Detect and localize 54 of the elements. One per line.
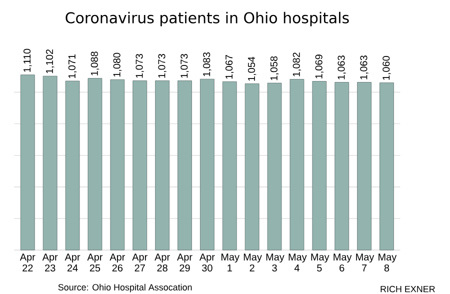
data-label: 1,063 [360, 56, 368, 80]
source-note: Source: Ohio Hospital Assocation [58, 284, 192, 292]
x-tick-label: May 1 [221, 254, 240, 272]
bar [357, 82, 372, 250]
data-label: 1,073 [136, 54, 144, 78]
data-label: 1,110 [24, 48, 32, 72]
x-tick-label: May 4 [288, 254, 307, 272]
x-tick-label: Apr 30 [199, 254, 215, 272]
bar [222, 81, 237, 250]
bar [88, 78, 102, 250]
x-tick-label: Apr 29 [177, 254, 192, 272]
bar [20, 74, 35, 250]
bar [42, 76, 58, 250]
x-tick-label: May 2 [244, 254, 262, 272]
data-label: 1,083 [203, 52, 212, 76]
bar [132, 80, 148, 250]
bar [178, 80, 192, 250]
data-label: 1,067 [226, 54, 234, 79]
x-tick-label: May 8 [378, 254, 397, 272]
x-tick-label: Apr 26 [110, 254, 126, 272]
chart-title: Coronavirus patients in Ohio hospitals [66, 12, 349, 26]
data-label: 1,069 [315, 54, 324, 78]
data-label: 1,054 [248, 56, 256, 81]
x-tick-label: Apr 24 [64, 254, 80, 272]
x-tick-label: May 7 [356, 254, 374, 272]
data-label: 1,088 [90, 52, 100, 76]
bar [155, 80, 170, 250]
data-label: 1,058 [270, 56, 279, 80]
x-tick-label: Apr 22 [20, 254, 36, 272]
x-tick-label: May 3 [266, 254, 284, 272]
data-label: 1,082 [292, 52, 302, 76]
bar [267, 82, 282, 250]
bar [244, 83, 260, 250]
data-label: 1,073 [158, 54, 166, 78]
x-tick-label: May 6 [334, 254, 352, 272]
bar [312, 81, 327, 250]
data-label: 1,102 [46, 49, 54, 74]
x-tick-label: May 5 [311, 254, 330, 272]
data-label: 1,063 [338, 56, 346, 80]
bar [65, 80, 80, 250]
x-tick-label: Apr 25 [87, 254, 103, 272]
text: RICH EXNER [380, 286, 435, 292]
bar [380, 82, 394, 250]
x-tick-label: Apr 23 [42, 254, 58, 272]
data-label: 1,073 [180, 54, 189, 78]
data-label: 1,071 [68, 54, 77, 78]
data-label: 1,060 [382, 56, 391, 80]
bar [110, 79, 125, 250]
x-tick-label: Apr 28 [154, 254, 170, 272]
x-tick-label: Apr 27 [132, 254, 148, 272]
bar [334, 82, 350, 250]
data-label: 1,080 [113, 52, 122, 77]
bar [290, 79, 304, 250]
bar [200, 78, 214, 250]
